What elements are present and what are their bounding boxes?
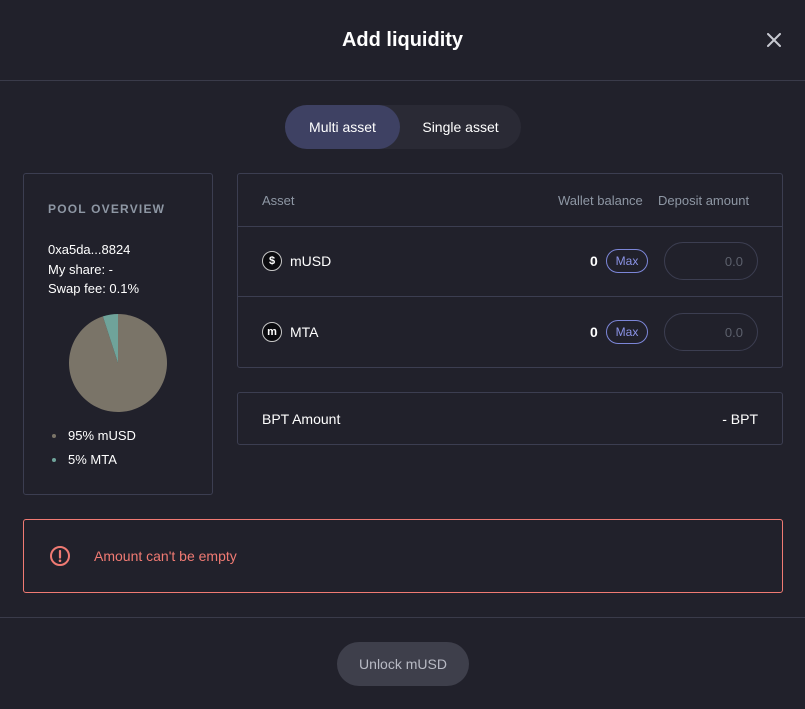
max-button-musd[interactable]: Max <box>606 249 648 273</box>
pool-overview-title: POOL OVERVIEW <box>48 202 166 216</box>
pool-address: 0xa5da...8824 <box>48 242 131 257</box>
legend-item-musd: 95% mUSD <box>52 428 136 443</box>
musd-token-icon: $ <box>262 251 282 271</box>
mode-tabs: Multi asset Single asset <box>285 105 521 149</box>
max-button-mta[interactable]: Max <box>606 320 648 344</box>
header-deposit-amount: Deposit amount <box>658 193 750 208</box>
wallet-balance-musd: 0 <box>590 253 598 269</box>
tab-multi-asset[interactable]: Multi asset <box>285 105 400 149</box>
legend-label-mta: 5% MTA <box>68 452 117 467</box>
footer-divider <box>0 617 805 618</box>
unlock-musd-button[interactable]: Unlock mUSD <box>337 642 469 686</box>
pool-overview-panel: POOL OVERVIEW 0xa5da...8824 My share: - … <box>23 173 213 495</box>
asset-name-musd: mUSD <box>290 253 332 269</box>
pool-composition-pie-chart <box>69 314 167 412</box>
bpt-amount-value: - BPT <box>722 411 758 427</box>
close-button[interactable] <box>762 28 786 52</box>
tab-single-asset[interactable]: Single asset <box>422 119 499 135</box>
header-asset: Asset <box>262 193 295 208</box>
legend-item-mta: 5% MTA <box>52 452 117 467</box>
bpt-amount-panel: BPT Amount - BPT <box>237 392 783 445</box>
legend-dot-mta <box>52 457 56 462</box>
error-alert: Amount can't be empty <box>23 519 783 593</box>
pie-slice-mta <box>102 314 118 363</box>
deposit-input-mta[interactable] <box>664 313 758 351</box>
row-divider <box>238 296 782 297</box>
legend-label-musd: 95% mUSD <box>68 428 136 443</box>
my-share: My share: - <box>48 262 114 277</box>
wallet-balance-mta: 0 <box>590 324 598 340</box>
error-message: Amount can't be empty <box>94 548 237 564</box>
asset-name-mta: MTA <box>290 324 319 340</box>
bpt-amount-label: BPT Amount <box>262 411 341 427</box>
header-wallet-balance: Wallet balance <box>558 193 643 208</box>
error-icon <box>50 546 70 566</box>
swap-fee: Swap fee: 0.1% <box>48 281 140 296</box>
mta-token-icon: m <box>262 322 282 342</box>
modal-title: Add liquidity <box>341 28 464 51</box>
legend-dot-musd <box>52 433 56 438</box>
deposit-input-musd[interactable] <box>664 242 758 280</box>
asset-table: Asset Wallet balance Deposit amount $ mU… <box>237 173 783 368</box>
modal-header: Add liquidity <box>0 0 805 81</box>
row-divider <box>238 226 782 227</box>
close-icon <box>767 33 781 47</box>
